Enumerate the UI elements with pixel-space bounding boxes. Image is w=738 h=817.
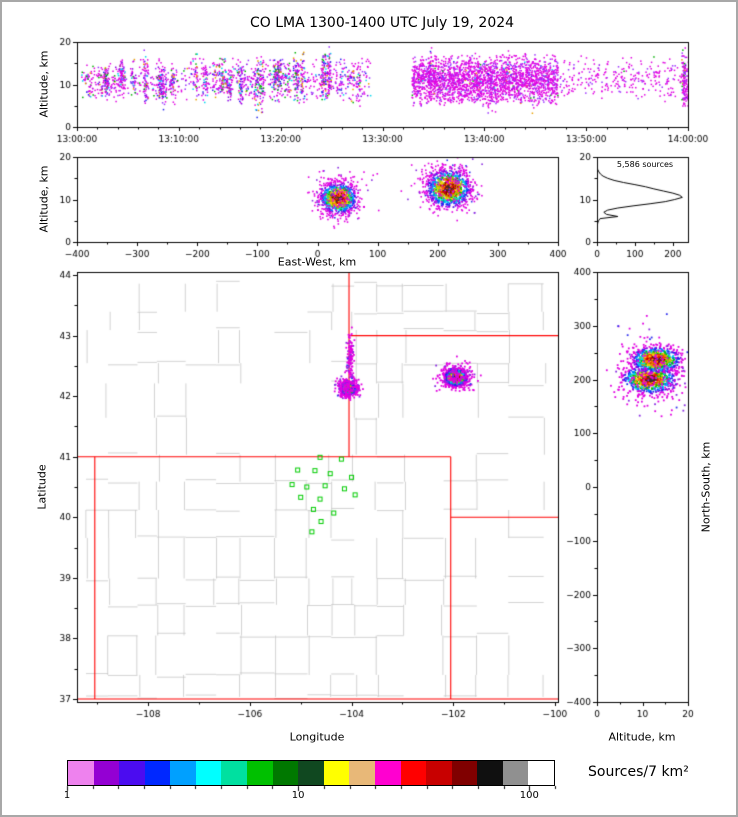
colorbar-cell	[451, 761, 478, 785]
colorbar-cell	[349, 761, 375, 785]
colorbar-tick-label: 1	[63, 790, 71, 801]
colorbar-cell	[195, 761, 222, 785]
colorbar-cell	[144, 761, 171, 785]
colorbar-cell	[93, 761, 120, 785]
ns-height-xlabel: Altitude, km	[608, 730, 676, 744]
colorbar-label: Sources/7 km²	[588, 764, 689, 780]
sources-count-annotation: 5,586 sources	[616, 160, 674, 169]
ns-height-ylabel: North-South, km	[699, 441, 713, 533]
colorbar-cell	[477, 761, 503, 785]
colorbar-cell	[298, 761, 324, 785]
colorbar-cell	[272, 761, 299, 785]
colorbar-cell	[119, 761, 145, 785]
colorbar-tick-label: 10	[291, 790, 305, 801]
map-panel	[77, 272, 558, 702]
colorbar-cell	[221, 761, 248, 785]
colorbar-cell	[323, 761, 350, 785]
colorbar-cell	[374, 761, 401, 785]
figure-title: CO LMA 1300-1400 UTC July 19, 2024	[249, 15, 515, 31]
altitude-histogram-panel	[597, 157, 688, 242]
colorbar-tick-label: 100	[519, 790, 539, 801]
colorbar-cell	[502, 761, 529, 785]
map-ylabel: Latitude	[35, 464, 49, 510]
colorbar-cell	[68, 761, 94, 785]
colorbar	[67, 760, 555, 786]
ew-height-panel	[77, 157, 558, 242]
colorbar-cell	[426, 761, 452, 785]
time-height-panel	[77, 42, 688, 127]
map-xlabel: Longitude	[289, 730, 345, 744]
ew-height-ylabel: Altitude, km	[37, 165, 51, 233]
colorbar-cell	[528, 761, 554, 785]
ew-height-xlabel: East-West, km	[277, 255, 357, 269]
colorbar-cell	[247, 761, 273, 785]
colorbar-cell	[170, 761, 196, 785]
time-height-ylabel: Altitude, km	[37, 50, 51, 118]
ns-height-panel	[597, 272, 688, 702]
colorbar-cell	[400, 761, 427, 785]
